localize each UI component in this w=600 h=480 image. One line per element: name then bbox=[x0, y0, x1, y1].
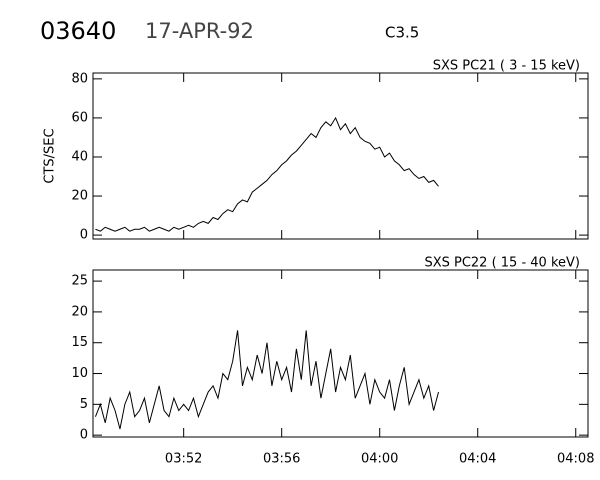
x-tick-label: 04:04 bbox=[459, 452, 496, 467]
flare-class: C3.5 bbox=[385, 24, 419, 42]
event-date: 17-APR-92 bbox=[145, 19, 254, 43]
plot-frame bbox=[92, 269, 589, 438]
y-tick-label: 0 bbox=[80, 428, 88, 443]
y-tick-label: 40 bbox=[71, 149, 88, 164]
y-tick-label: 20 bbox=[71, 189, 88, 204]
y-tick-label: 0 bbox=[80, 228, 88, 243]
event-id: 03640 bbox=[40, 17, 116, 45]
panel-title: SXS PC22 ( 15 - 40 keV) bbox=[424, 256, 580, 271]
x-tick-label: 04:00 bbox=[361, 452, 398, 467]
x-tick-label: 03:56 bbox=[263, 452, 300, 467]
y-tick-label: 10 bbox=[71, 366, 88, 381]
plot-frame bbox=[92, 72, 589, 240]
panel-title: SXS PC21 ( 3 - 15 keV) bbox=[433, 59, 580, 74]
y-axis-label: CTS/SEC bbox=[43, 128, 58, 183]
y-tick-label: 15 bbox=[71, 335, 88, 350]
y-tick-label: 5 bbox=[80, 397, 88, 412]
x-tick-label: 04:08 bbox=[557, 452, 594, 467]
x-tick-label: 03:52 bbox=[165, 452, 202, 467]
y-tick-label: 60 bbox=[71, 110, 88, 125]
data-line bbox=[95, 116, 439, 232]
y-tick-label: 80 bbox=[71, 71, 88, 86]
data-line bbox=[94, 330, 440, 430]
y-tick-label: 25 bbox=[71, 274, 88, 289]
y-tick-label: 20 bbox=[71, 304, 88, 319]
